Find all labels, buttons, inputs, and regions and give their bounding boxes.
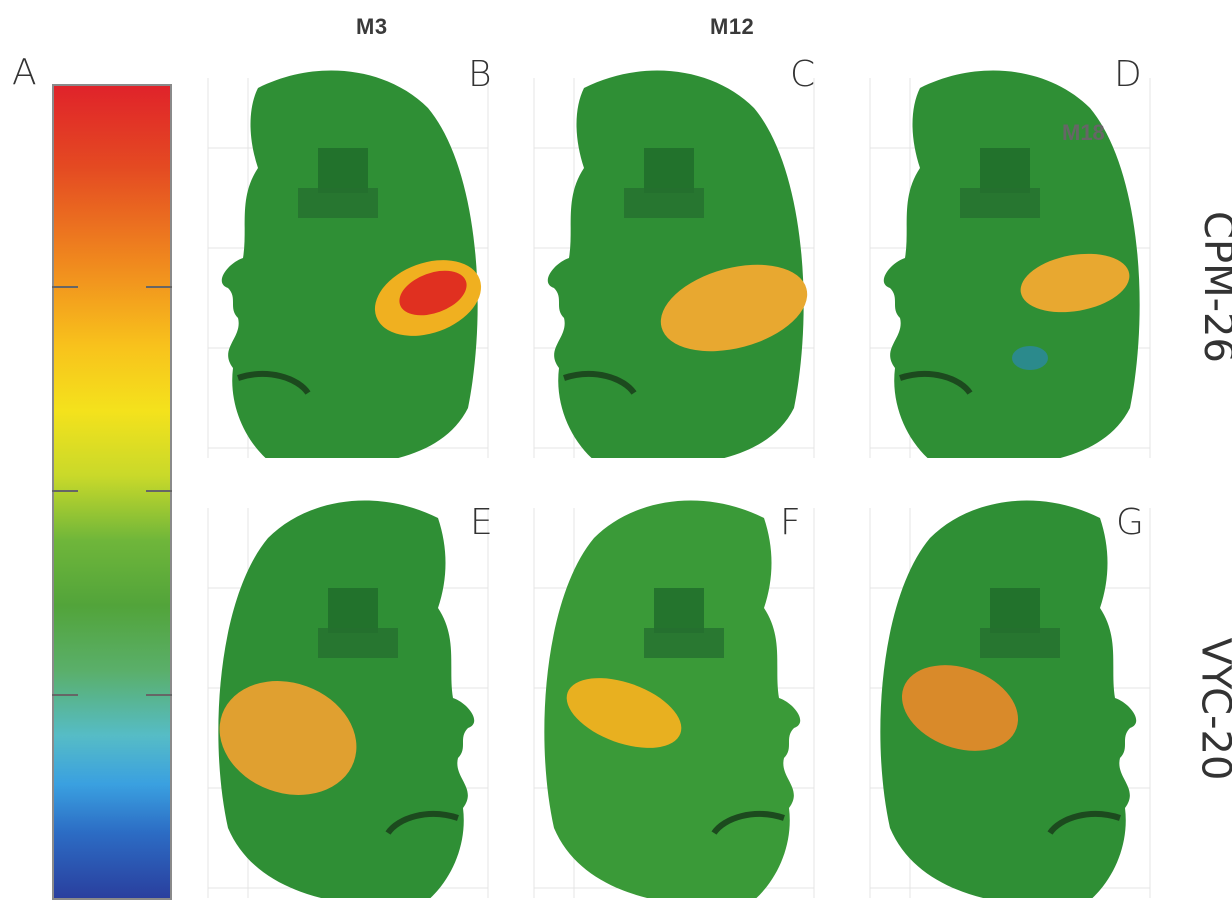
panel-letter-d: D xyxy=(1114,54,1142,95)
colorbar-tick xyxy=(146,286,172,288)
color-scale-bar xyxy=(52,84,172,900)
face-map-panel-d: D M18 xyxy=(850,48,1170,458)
colorbar-tick xyxy=(52,490,78,492)
panel-letter-c: C xyxy=(790,54,816,95)
colorbar-tick xyxy=(52,694,78,696)
column-header-m18: M18 xyxy=(1062,120,1105,145)
face-map-panel-c: C xyxy=(514,48,834,458)
colorbar-tick xyxy=(146,694,172,696)
column-header-m12: M12 xyxy=(710,14,755,39)
colorbar-tick xyxy=(52,286,78,288)
face-map-panel-f: F xyxy=(514,488,834,898)
face-heatmap-left-b xyxy=(207,70,489,458)
face-heatmap-left-d xyxy=(869,70,1151,458)
row-label-vyc-20: VYC-20 xyxy=(1192,637,1232,781)
column-header-m3: M3 xyxy=(356,14,388,39)
row-label-cpm-26: CPM-26 xyxy=(1194,211,1232,363)
panel-letter-e: E xyxy=(470,502,493,543)
face-heatmap-left-c xyxy=(533,70,815,458)
face-heatmap-right-f xyxy=(533,500,815,898)
panel-letter-b: B xyxy=(468,54,492,95)
face-heatmap-right-e xyxy=(207,500,489,898)
colorbar-tick xyxy=(146,490,172,492)
face-map-panel-b: B xyxy=(188,48,508,458)
panel-letter-f: F xyxy=(780,502,801,543)
face-heatmap-right-g xyxy=(869,500,1151,898)
face-map-panel-g: G xyxy=(850,488,1170,898)
panel-letter-g: G xyxy=(1116,502,1144,543)
face-map-panel-e: E xyxy=(188,488,508,898)
colorbar-label: A xyxy=(12,52,37,93)
